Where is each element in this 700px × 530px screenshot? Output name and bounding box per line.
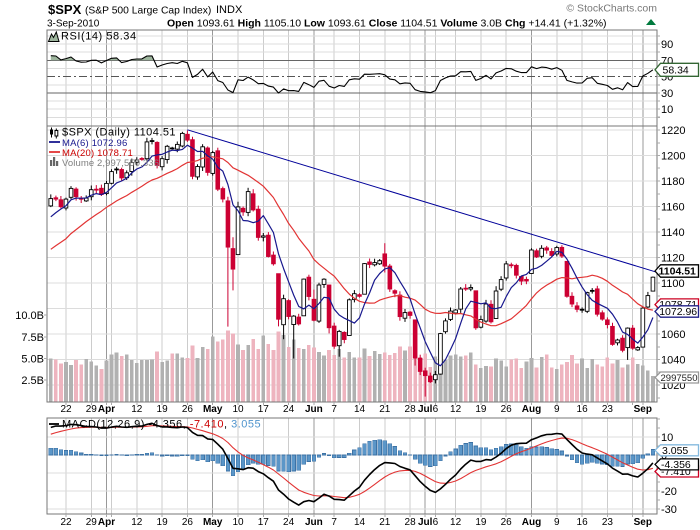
svg-text:RSI(14) 58.34: RSI(14) 58.34 (61, 31, 137, 43)
svg-text:2.5B: 2.5B (21, 375, 44, 387)
svg-text:21: 21 (379, 517, 391, 528)
svg-text:1120: 1120 (661, 253, 685, 265)
svg-text:Open 1093.61 High 1105.10 Low: Open 1093.61 High 1105.10 Low 1093.61 Cl… (167, 18, 607, 30)
svg-text:24: 24 (283, 404, 295, 415)
svg-text:1180: 1180 (661, 176, 685, 188)
svg-text:Jul: Jul (418, 404, 433, 415)
svg-text:May: May (203, 404, 223, 415)
svg-text:7: 7 (331, 404, 337, 415)
svg-text:-20: -20 (661, 486, 677, 498)
svg-text:6: 6 (433, 404, 439, 415)
svg-text:Sep: Sep (634, 404, 652, 415)
svg-text:Volume 2,997,550,336: Volume 2,997,550,336 (62, 158, 159, 169)
svg-text:23: 23 (602, 404, 614, 415)
svg-text:© StockCharts.com: © StockCharts.com (566, 3, 657, 15)
svg-text:12: 12 (131, 517, 143, 528)
svg-text:17: 17 (258, 404, 270, 415)
svg-text:-30: -30 (661, 504, 677, 516)
svg-text:29: 29 (86, 404, 98, 415)
svg-text:1104.51: 1104.51 (659, 266, 697, 278)
svg-text:30: 30 (661, 88, 673, 100)
svg-text:MA(6) 1072.96: MA(6) 1072.96 (62, 138, 127, 149)
svg-text:16: 16 (577, 517, 589, 528)
svg-text:10: 10 (232, 517, 244, 528)
svg-text:5.0B: 5.0B (21, 354, 44, 366)
svg-text:28: 28 (405, 517, 417, 528)
svg-text:Jun: Jun (305, 517, 323, 528)
svg-text:90: 90 (661, 39, 673, 51)
svg-text:24: 24 (283, 517, 295, 528)
svg-text:22: 22 (60, 517, 72, 528)
svg-text:1220: 1220 (661, 125, 685, 137)
svg-text:26: 26 (501, 404, 513, 415)
svg-text:(S&P 500 Large Cap Index): (S&P 500 Large Cap Index) (85, 6, 211, 17)
svg-text:1040: 1040 (661, 355, 685, 367)
svg-text:28: 28 (405, 404, 417, 415)
svg-text:1140: 1140 (661, 227, 685, 239)
svg-text:12: 12 (450, 517, 462, 528)
svg-text:58.34: 58.34 (663, 64, 689, 76)
svg-text:26: 26 (182, 517, 194, 528)
svg-text:2997550: 2997550 (661, 373, 698, 384)
svg-text:3.055: 3.055 (662, 445, 688, 457)
svg-text:Aug: Aug (522, 404, 541, 415)
svg-text:10.0B: 10.0B (15, 310, 44, 322)
svg-text:10: 10 (232, 404, 244, 415)
svg-text:12: 12 (450, 404, 462, 415)
svg-text:21: 21 (379, 404, 391, 415)
svg-text:May: May (203, 517, 223, 528)
svg-text:1200: 1200 (661, 151, 685, 163)
svg-text:19: 19 (475, 404, 487, 415)
svg-text:7: 7 (331, 517, 337, 528)
svg-text:7.5B: 7.5B (21, 332, 44, 344)
svg-text:Aug: Aug (522, 517, 541, 528)
svg-text:29: 29 (86, 517, 98, 528)
svg-text:26: 26 (182, 404, 194, 415)
svg-text:26: 26 (501, 517, 513, 528)
svg-text:14: 14 (354, 404, 366, 415)
svg-text:Jun: Jun (305, 404, 323, 415)
svg-text:Sep: Sep (634, 517, 652, 528)
svg-text:1100: 1100 (661, 278, 685, 290)
svg-text:10: 10 (661, 104, 673, 116)
svg-text:Jul: Jul (418, 517, 433, 528)
svg-text:$SPX: $SPX (48, 2, 82, 17)
svg-text:6: 6 (433, 517, 439, 528)
svg-text:3-Sep-2010: 3-Sep-2010 (47, 19, 100, 30)
svg-text:$SPX (Daily) 1104.51: $SPX (Daily) 1104.51 (62, 127, 176, 139)
svg-text:23: 23 (602, 517, 614, 528)
svg-text:10: 10 (661, 432, 673, 444)
svg-text:MACD(12,26,9) -4.356, -7.410,: MACD(12,26,9) -4.356, -7.410, 3.055 (62, 419, 261, 431)
svg-text:1072.96: 1072.96 (659, 306, 697, 318)
svg-text:MA(20) 1078.71: MA(20) 1078.71 (62, 148, 133, 159)
svg-text:Apr: Apr (98, 517, 115, 528)
svg-text:19: 19 (157, 404, 169, 415)
svg-text:17: 17 (258, 517, 270, 528)
svg-text:22: 22 (60, 404, 72, 415)
svg-text:1060: 1060 (661, 329, 685, 341)
svg-text:INDX: INDX (216, 4, 243, 16)
svg-text:19: 19 (157, 517, 169, 528)
svg-text:16: 16 (577, 404, 589, 415)
svg-text:14: 14 (354, 517, 366, 528)
svg-text:19: 19 (475, 517, 487, 528)
svg-text:9: 9 (554, 404, 560, 415)
svg-text:9: 9 (554, 517, 560, 528)
svg-text:Apr: Apr (98, 404, 115, 415)
svg-text:1160: 1160 (661, 202, 685, 214)
svg-text:-4.356: -4.356 (661, 459, 691, 471)
svg-text:12: 12 (131, 404, 143, 415)
